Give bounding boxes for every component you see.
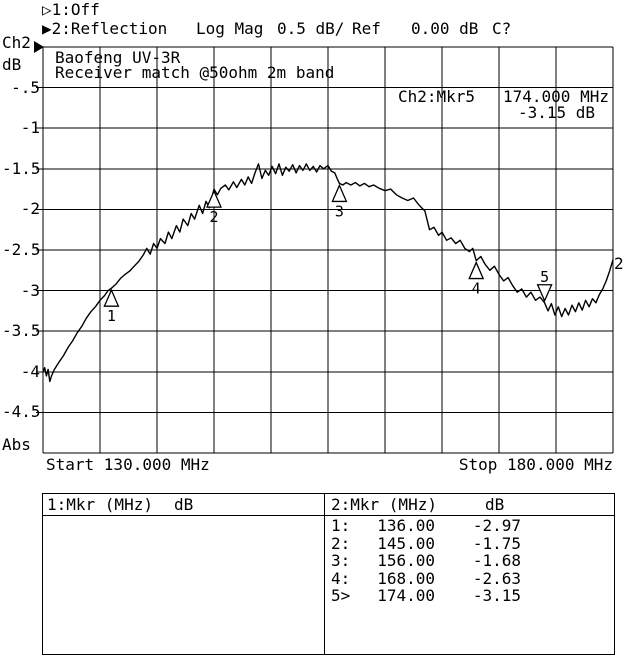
marker-number: 3: — [331, 551, 351, 570]
marker-table-right-header: 2:Mkr (MHz) — [331, 495, 437, 514]
marker-number: 4: — [331, 568, 351, 588]
marker-db-value: -1.68 — [472, 551, 521, 570]
y-tick-label: -2 — [20, 199, 40, 219]
scale-per-div: 0.5 dB/ — [277, 19, 345, 38]
y-tick-label: -4.5 — [2, 402, 41, 422]
channel-label: Ch2 — [2, 33, 31, 52]
marker-db-value: -2.63 — [472, 568, 521, 588]
marker-readout-freq: 174.000 MHz — [503, 87, 609, 106]
marker-db-value: -3.15 — [472, 586, 521, 605]
reflection-plot: 1 2 3 4 5 — [34, 41, 614, 454]
marker-number-label: 1 — [107, 307, 116, 325]
marker-number-label: 3 — [335, 202, 344, 220]
format-label: Log Mag — [196, 19, 264, 38]
ch2-trace-arrow-icon — [34, 41, 44, 53]
marker-symbol — [103, 288, 120, 307]
trace-end-label: 2 — [614, 254, 624, 273]
marker-frequency: 168.00 — [377, 568, 435, 588]
abs-label: Abs — [2, 435, 31, 454]
marker-table-divider — [324, 494, 325, 654]
marker-table-row: 3: 156.00 -1.68 — [43, 553, 614, 569]
marker-number: 1: — [331, 516, 351, 535]
marker-table: 1:Mkr (MHz) dB 2:Mkr (MHz) dB 1: 136.00 -2… — [42, 493, 615, 655]
marker-readout-label: Ch2:Mkr5 — [398, 87, 476, 106]
marker-table-left-header-db: dB — [174, 495, 194, 514]
marker-frequency: 136.00 — [377, 516, 435, 535]
marker-number-label: 5 — [540, 268, 549, 286]
marker-number-label: 4 — [472, 280, 481, 298]
marker-symbol-active — [536, 284, 553, 303]
marker-frequency: 156.00 — [377, 551, 435, 570]
marker-frequency: 145.00 — [377, 533, 435, 553]
y-tick-label: -.5 — [11, 77, 40, 97]
marker-table-left-header: 1:Mkr (MHz) — [47, 495, 153, 514]
marker-symbol — [206, 189, 222, 208]
y-tick-label: -1.5 — [2, 158, 41, 178]
plot-title-line1: Baofeng UV-3R — [55, 48, 181, 67]
start-frequency-label: Start 130.000 MHz — [46, 455, 210, 474]
marker-number-label: 2 — [209, 208, 218, 226]
marker-table-right-header-db: dB — [485, 495, 505, 514]
reflection-trace — [42, 163, 614, 383]
marker-table-row: 4: 168.00 -2.63 — [43, 568, 614, 588]
marker-number: 5> — [331, 586, 351, 605]
plot-title-line2: Receiver match @50ohm 2m band — [55, 63, 335, 82]
marker-readout-value: -3.15 dB — [518, 103, 596, 122]
marker-symbol — [331, 183, 348, 203]
y-tick-label: -3.5 — [2, 321, 41, 341]
marker-table-header-underline — [43, 515, 614, 516]
marker-table-row: 1: 136.00 -2.97 — [43, 518, 614, 534]
marker-table-row: 5> 174.00 -3.15 — [43, 588, 614, 604]
y-tick-label: -2.5 — [2, 240, 41, 259]
trace2-status: ▶2:Reflection — [42, 19, 168, 38]
axis-unit-label: dB — [2, 55, 22, 74]
stop-frequency-label: Stop 180.000 MHz — [458, 455, 613, 474]
marker-frequency: 174.00 — [377, 586, 435, 605]
cal-status: C? — [492, 19, 512, 38]
marker-db-value: -2.97 — [472, 516, 521, 535]
marker-symbol — [468, 260, 485, 280]
trace1-status: ▷1:Off — [42, 0, 100, 19]
marker-table-row: 2: 145.00 -1.75 — [43, 533, 614, 553]
marker-db-value: -1.75 — [472, 533, 521, 553]
y-tick-label: -3 — [20, 280, 40, 300]
ref-value: 0.00 dB — [411, 19, 479, 38]
y-tick-label: -4 — [20, 361, 40, 381]
y-tick-label: -1 — [20, 118, 40, 138]
marker-number: 2: — [331, 533, 351, 553]
ref-label: Ref — [352, 19, 381, 38]
